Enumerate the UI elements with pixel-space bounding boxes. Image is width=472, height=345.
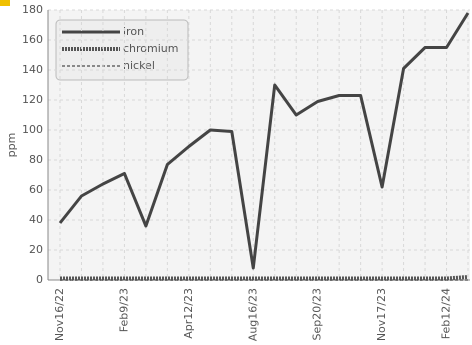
y-tick-label: 140 bbox=[22, 63, 43, 76]
x-tick-label: Nov17/23 bbox=[375, 288, 388, 341]
legend-label: nickel bbox=[123, 59, 155, 72]
x-tick-label: Apr12/23 bbox=[182, 288, 195, 339]
y-tick-label: 60 bbox=[29, 183, 43, 196]
x-tick-label: Nov16/22 bbox=[53, 288, 66, 341]
legend-label: iron bbox=[123, 25, 144, 38]
y-tick-label: 40 bbox=[29, 213, 43, 226]
y-tick-label: 180 bbox=[22, 3, 43, 16]
corner-icon bbox=[0, 0, 10, 6]
x-tick-label: Feb12/24 bbox=[440, 288, 453, 339]
x-tick-label: Aug16/23 bbox=[246, 288, 259, 341]
y-axis-label: ppm bbox=[5, 133, 18, 158]
legend-label: chromium bbox=[123, 42, 179, 55]
series-line bbox=[60, 275, 469, 281]
legend: iron chromium nickel bbox=[55, 19, 189, 81]
y-tick-label: 120 bbox=[22, 93, 43, 106]
x-tick-label: Sep20/23 bbox=[311, 288, 324, 340]
y-tick-label: 80 bbox=[29, 153, 43, 166]
series-line bbox=[58, 12, 470, 270]
y-tick-label: 20 bbox=[29, 243, 43, 256]
x-tick-label: Feb9/23 bbox=[117, 288, 130, 332]
y-tick-label: 100 bbox=[22, 123, 43, 136]
y-tick-label: 0 bbox=[36, 273, 43, 286]
y-tick-label: 160 bbox=[22, 33, 43, 46]
